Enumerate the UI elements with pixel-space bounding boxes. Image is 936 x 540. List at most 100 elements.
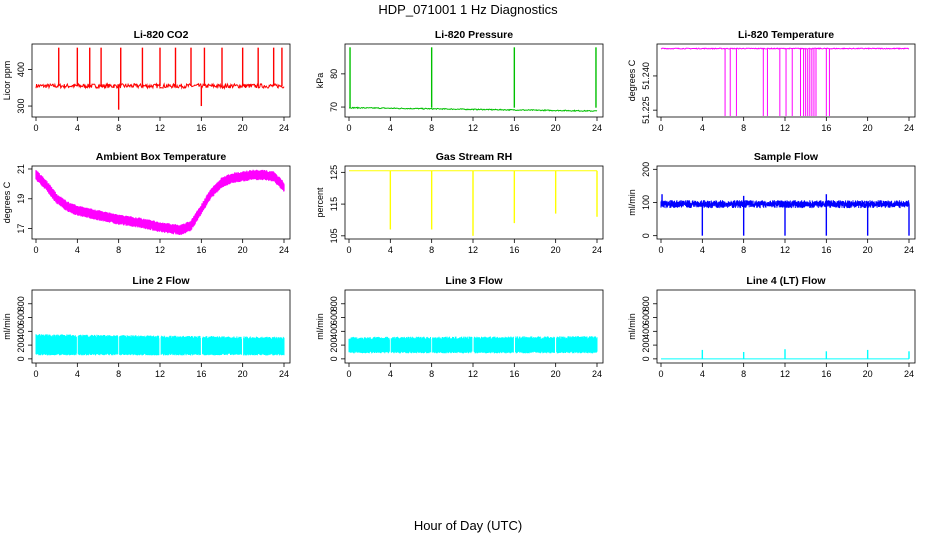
y-tick-label: 200 <box>641 162 651 177</box>
panel-title: Line 4 (LT) Flow <box>746 275 826 287</box>
x-tick-label: 0 <box>346 369 351 379</box>
x-tick-label: 20 <box>551 369 561 379</box>
x-tick-label: 4 <box>388 245 393 255</box>
data-series <box>35 334 285 356</box>
y-tick-label: 800 <box>16 296 26 311</box>
x-tick-label: 8 <box>741 245 746 255</box>
plot-frame <box>656 43 916 118</box>
x-tick-label: 12 <box>780 123 790 133</box>
panel-6: Line 2 Flow ml/min 0 4 8 12 16 20 24 0 20040060080… <box>2 275 291 379</box>
x-tick-label: 24 <box>592 245 602 255</box>
y-tick-label: 70 <box>329 102 339 112</box>
x-tick-label: 20 <box>238 123 248 133</box>
y-tick-label: 0 <box>16 356 26 361</box>
panel-title: Li-820 Pressure <box>435 29 513 41</box>
flow-band <box>35 334 285 356</box>
panel-2: Li-820 Temperature degrees C 0 4 8 12 16 20 24 51… <box>627 29 916 133</box>
y-tick-label: 19 <box>16 194 26 204</box>
x-tick-label: 8 <box>116 369 121 379</box>
x-tick-label: 0 <box>658 369 663 379</box>
x-tick-label: 24 <box>904 123 914 133</box>
series-line <box>348 106 598 113</box>
x-tick-label: 4 <box>75 369 80 379</box>
y-tick-label: 100 <box>641 195 651 210</box>
y-tick-label: 0 <box>641 233 651 238</box>
x-tick-label: 16 <box>821 245 831 255</box>
y-tick-label: 600 <box>329 310 339 325</box>
y-tick-label: 51.240 <box>641 62 651 90</box>
x-tick-label: 4 <box>700 245 705 255</box>
plot-frame <box>31 43 291 118</box>
data-series <box>660 194 910 236</box>
data-series <box>660 47 910 116</box>
panel-1: Li-820 Pressure kPa 0 4 8 12 16 20 24 70 80 <box>315 29 604 133</box>
data-series <box>348 47 598 113</box>
x-tick-label: 0 <box>346 123 351 133</box>
x-tick-label: 20 <box>863 123 873 133</box>
y-tick-label: 115 <box>329 197 339 211</box>
x-tick-label: 12 <box>155 369 165 379</box>
y-tick-label: 400 <box>16 62 26 77</box>
x-tick-label: 20 <box>551 123 561 133</box>
data-series <box>349 170 598 236</box>
y-axis-label: kPa <box>315 73 325 89</box>
x-tick-label: 8 <box>429 369 434 379</box>
y-tick-label: 200 <box>641 338 651 353</box>
data-series <box>35 169 285 235</box>
y-axis-label: ml/min <box>2 313 12 340</box>
x-tick-label: 4 <box>700 369 705 379</box>
y-axis-label: ml/min <box>627 313 637 340</box>
x-tick-label: 12 <box>468 369 478 379</box>
y-tick-label: 200 <box>16 338 26 353</box>
panel-8: Line 4 (LT) Flow ml/min 0 4 8 12 16 20 24 0 200400… <box>627 275 916 379</box>
x-tick-label: 20 <box>238 369 248 379</box>
x-axis-label: Hour of Day (UTC) <box>413 518 523 533</box>
y-tick-label: 51.225 <box>641 96 651 124</box>
x-tick-label: 24 <box>279 123 289 133</box>
panel-3: Ambient Box Temperature degrees C 0 4 8 12 16 2… <box>2 151 291 255</box>
x-tick-label: 12 <box>468 245 478 255</box>
panel-5: Sample Flow ml/min 0 4 8 12 16 20 24 0 100 200 <box>627 151 916 255</box>
x-tick-label: 8 <box>116 123 121 133</box>
x-tick-label: 16 <box>509 123 519 133</box>
x-tick-label: 20 <box>863 369 873 379</box>
y-tick-label: 600 <box>641 310 651 325</box>
plot-frame <box>344 43 604 118</box>
panel-7: Line 3 Flow ml/min 0 4 8 12 16 20 24 0 20040060080… <box>315 275 604 379</box>
x-tick-label: 24 <box>279 245 289 255</box>
data-series <box>661 349 910 360</box>
x-tick-label: 16 <box>509 369 519 379</box>
x-tick-label: 12 <box>155 123 165 133</box>
y-tick-label: 105 <box>329 228 339 243</box>
x-tick-label: 4 <box>700 123 705 133</box>
x-tick-label: 8 <box>741 123 746 133</box>
y-tick-label: 0 <box>329 356 339 361</box>
y-tick-label: 400 <box>329 324 339 339</box>
plot-frame <box>31 289 291 364</box>
y-axis-label: Licor ppm <box>2 61 12 101</box>
x-tick-label: 16 <box>196 369 206 379</box>
y-axis-label: ml/min <box>627 189 637 216</box>
x-tick-label: 24 <box>592 369 602 379</box>
x-tick-label: 12 <box>780 245 790 255</box>
x-tick-label: 16 <box>821 369 831 379</box>
panel-title: Sample Flow <box>754 151 819 163</box>
x-tick-label: 12 <box>780 369 790 379</box>
y-tick-label: 0 <box>641 356 651 361</box>
y-tick-label: 400 <box>641 324 651 339</box>
x-tick-label: 4 <box>388 123 393 133</box>
x-tick-label: 4 <box>75 245 80 255</box>
x-tick-label: 24 <box>904 245 914 255</box>
y-axis-label: degrees C <box>2 181 12 223</box>
y-tick-label: 80 <box>329 69 339 79</box>
x-tick-label: 16 <box>196 245 206 255</box>
x-tick-label: 12 <box>468 123 478 133</box>
y-tick-label: 400 <box>16 324 26 339</box>
y-tick-label: 600 <box>16 310 26 325</box>
y-tick-label: 800 <box>641 296 651 311</box>
y-axis-label: percent <box>315 187 325 218</box>
x-tick-label: 12 <box>155 245 165 255</box>
y-axis-label: ml/min <box>315 313 325 340</box>
y-axis-label: degrees C <box>627 59 637 101</box>
